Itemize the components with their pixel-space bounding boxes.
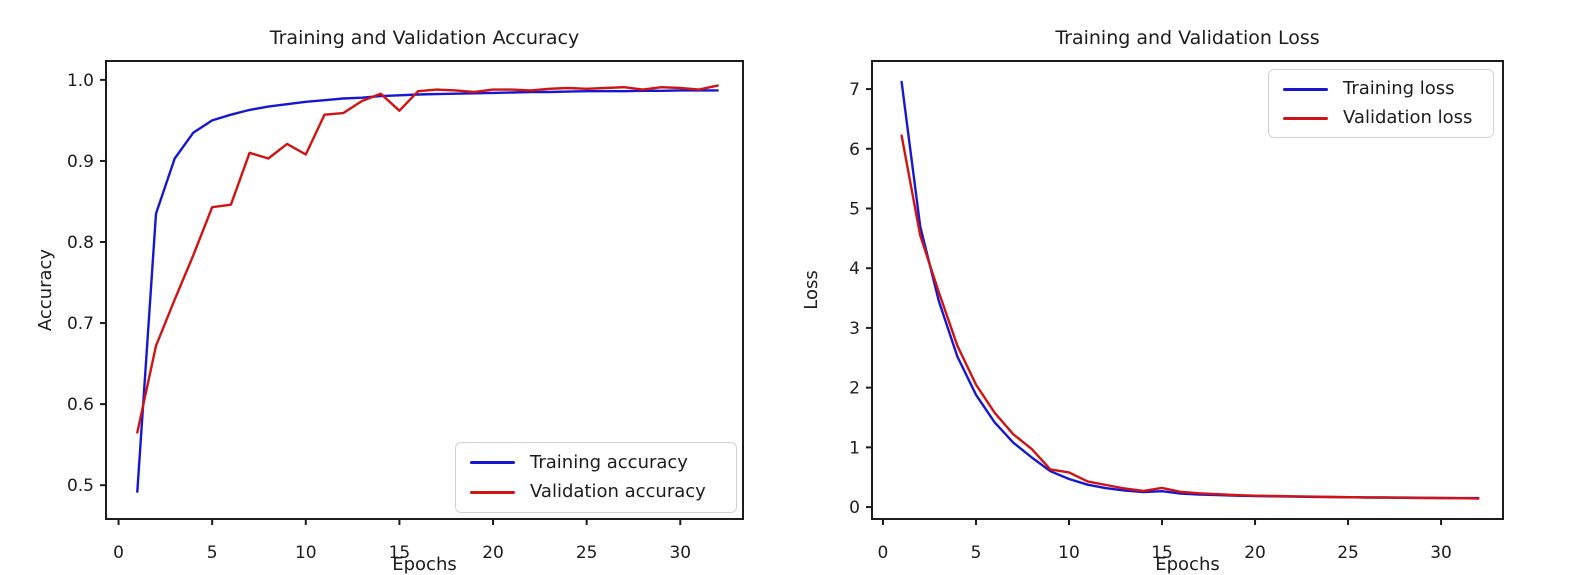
x-tick-label: 25 <box>576 543 598 563</box>
x-tick-label: 0 <box>113 543 124 563</box>
validation-accuracy-swatch <box>470 490 515 494</box>
x-tick-label: 15 <box>389 543 411 563</box>
y-tick-label: 5 <box>849 199 860 219</box>
loss-plot-spines <box>871 60 1504 520</box>
validation-loss-line <box>900 134 1480 500</box>
loss-x-axis-label: Epochs <box>1155 554 1220 575</box>
y-tick-label: 0.5 <box>67 476 94 496</box>
training-loss-line <box>900 80 1480 500</box>
legend-item: Validation accuracy <box>470 482 736 502</box>
y-tick-label: 0.9 <box>67 152 94 172</box>
legend-item: Training loss <box>1283 79 1493 99</box>
validation-accuracy-line <box>136 84 719 434</box>
y-tick-label: 6 <box>849 140 860 160</box>
training-accuracy-line <box>136 89 719 493</box>
loss-y-axis-label: Loss <box>801 270 822 310</box>
y-tick-label: 3 <box>849 319 860 339</box>
validation-loss-swatch <box>1283 116 1328 120</box>
accuracy-chart-title: Training and Validation Accuracy <box>269 27 580 49</box>
y-tick-label: 1.0 <box>67 71 94 91</box>
accuracy-x-axis-label: Epochs <box>392 554 457 575</box>
x-tick-label: 10 <box>1058 543 1080 563</box>
loss-legend: Training loss Validation loss <box>1268 69 1494 138</box>
y-tick-label: 7 <box>849 80 860 100</box>
x-tick-label: 15 <box>1151 543 1173 563</box>
x-tick-label: 30 <box>669 543 691 563</box>
y-tick-label: 0.8 <box>67 233 94 253</box>
legend-label-training-loss: Training loss <box>1343 78 1455 99</box>
x-tick-label: 20 <box>482 543 504 563</box>
legend-label-training-accuracy: Training accuracy <box>530 451 688 473</box>
x-tick-label: 5 <box>207 543 218 563</box>
x-tick-label: 0 <box>878 543 889 563</box>
accuracy-y-axis-label: Accuracy <box>35 248 56 332</box>
y-tick-label: 2 <box>849 379 860 399</box>
x-tick-label: 20 <box>1244 543 1266 563</box>
legend-label-validation-loss: Validation loss <box>1343 107 1473 128</box>
accuracy-legend: Training accuracy Validation accuracy <box>455 442 737 513</box>
y-tick-label: 1 <box>849 438 860 458</box>
loss-chart-title: Training and Validation Loss <box>1055 27 1320 49</box>
y-tick-label: 0 <box>849 498 860 518</box>
y-tick-label: 0.7 <box>67 314 94 334</box>
x-tick-label: 30 <box>1430 543 1452 563</box>
training-accuracy-swatch <box>470 461 515 465</box>
x-tick-label: 25 <box>1337 543 1359 563</box>
legend-item: Validation loss <box>1283 108 1493 128</box>
accuracy-plot-spines <box>105 60 744 520</box>
x-tick-label: 5 <box>971 543 982 563</box>
training-loss-swatch <box>1283 87 1328 91</box>
y-tick-label: 0.6 <box>67 395 94 415</box>
y-tick-label: 4 <box>849 259 860 279</box>
x-tick-label: 10 <box>295 543 317 563</box>
legend-item: Training accuracy <box>470 451 736 473</box>
legend-label-validation-accuracy: Validation accuracy <box>530 481 706 503</box>
